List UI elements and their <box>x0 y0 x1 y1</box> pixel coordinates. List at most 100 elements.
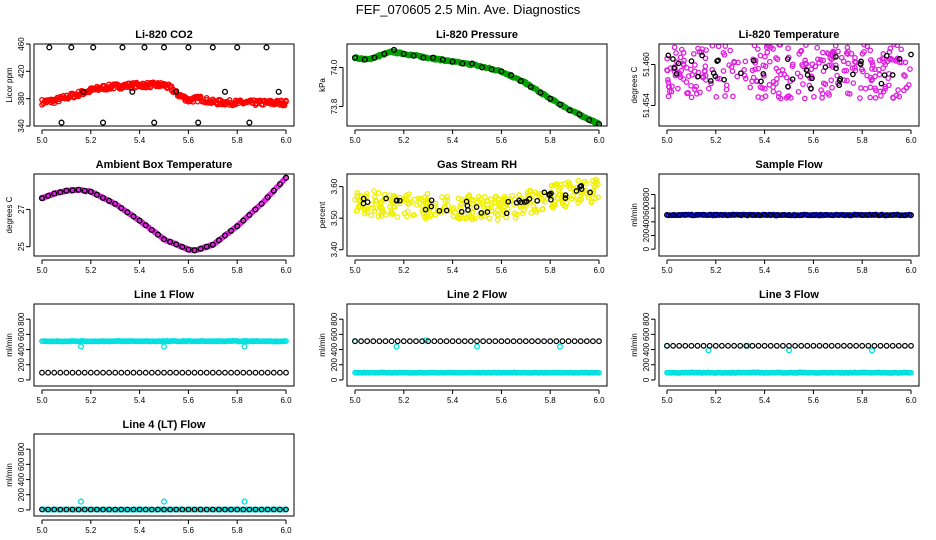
data-point <box>775 90 782 97</box>
data-point <box>595 120 603 126</box>
data-point <box>209 369 216 376</box>
data-point <box>719 212 725 218</box>
data-point <box>69 369 76 376</box>
series-2-5-min-ave <box>360 183 593 217</box>
data-point <box>473 204 480 210</box>
data-point <box>573 184 580 191</box>
data-point <box>810 342 817 349</box>
y-tick-label: 800 <box>17 442 26 456</box>
data-point <box>676 342 683 349</box>
x-axis: 5.0 5.2 5.4 5.6 5.8 6.0 <box>349 389 605 405</box>
data-point <box>665 93 672 100</box>
data-point <box>160 44 168 51</box>
y-tick-label: 73.8 <box>330 98 339 114</box>
data-point <box>749 342 756 349</box>
data-point <box>688 82 694 89</box>
data-point <box>698 49 705 55</box>
y-tick-label: 25 <box>17 242 26 251</box>
data-point <box>820 57 827 64</box>
data-point <box>167 506 174 513</box>
x-tick-label: 6.0 <box>905 136 917 145</box>
x-tick-label: 5.8 <box>545 136 557 145</box>
data-point <box>480 338 487 345</box>
data-point <box>811 93 817 100</box>
data-point <box>222 506 228 513</box>
data-point <box>671 44 678 51</box>
data-point <box>148 226 155 233</box>
data-point <box>160 343 168 350</box>
data-point <box>75 186 82 193</box>
data-point <box>857 95 863 101</box>
data-point <box>142 506 149 513</box>
x-tick-label: 5.8 <box>232 396 244 405</box>
data-point <box>58 119 65 126</box>
data-point <box>486 215 493 222</box>
data-point <box>130 369 137 376</box>
data-point <box>501 203 508 210</box>
data-point <box>761 212 768 218</box>
y-tick-label: 74.0 <box>330 59 339 75</box>
x-tick-label: 5.6 <box>183 136 195 145</box>
plot-frame <box>658 173 920 257</box>
data-point <box>130 213 137 220</box>
data-point <box>264 194 271 201</box>
data-point <box>173 369 180 376</box>
data-point <box>360 195 367 202</box>
x-tick-label: 5.6 <box>808 396 820 405</box>
x-tick-label: 5.0 <box>661 136 673 145</box>
data-point <box>670 212 676 218</box>
x-tick-label: 5.4 <box>447 266 459 275</box>
data-point <box>449 58 456 65</box>
y-tick-label: 400 <box>330 342 339 356</box>
data-point <box>537 89 544 96</box>
x-tick-label: 5.8 <box>545 266 557 275</box>
data-point <box>700 73 707 80</box>
data-point <box>203 243 210 250</box>
data-point <box>524 189 531 196</box>
data-point <box>557 185 563 191</box>
data-point <box>664 77 671 83</box>
data-point <box>530 203 537 209</box>
data-point <box>773 212 780 218</box>
data-point <box>833 53 839 60</box>
data-point <box>590 338 596 345</box>
data-point <box>459 60 466 67</box>
data-point <box>719 342 725 349</box>
x-tick-label: 6.0 <box>593 396 605 405</box>
data-point <box>222 369 228 376</box>
data-point <box>743 342 750 349</box>
data-point <box>437 338 444 345</box>
plot-area <box>38 174 290 254</box>
data-point <box>252 206 259 213</box>
data-point <box>688 94 695 101</box>
data-point <box>361 56 368 63</box>
y-tick-label: 27 <box>17 204 26 213</box>
data-point <box>228 369 235 376</box>
figure-title: FEF_070605 2.5 Min. Ave. Diagnostics <box>355 2 581 17</box>
x-tick-label: 6.0 <box>905 396 917 405</box>
data-point <box>723 86 730 93</box>
data-point <box>410 52 417 59</box>
data-point <box>264 506 271 513</box>
data-point <box>484 197 491 204</box>
data-point <box>136 369 143 376</box>
plot-frame <box>658 43 920 127</box>
series-1-sec <box>663 342 914 376</box>
data-point <box>727 47 734 54</box>
data-point <box>852 65 858 71</box>
data-point <box>39 369 45 376</box>
data-point <box>377 201 384 207</box>
data-point <box>469 209 476 216</box>
data-point <box>492 210 499 217</box>
y-tick-label: 800 <box>330 312 339 326</box>
data-point <box>474 198 480 205</box>
data-point <box>742 75 749 82</box>
data-point <box>534 197 541 204</box>
data-point <box>444 193 451 200</box>
data-point <box>516 197 523 204</box>
data-point <box>106 369 112 376</box>
data-point <box>420 203 426 209</box>
chart-panel: Sample Flow ml/min 5.0 5.2 5.4 5.6 5.8 6.0 0 2004… <box>630 159 920 275</box>
x-tick-label: 5.8 <box>857 266 869 275</box>
data-point <box>536 193 543 200</box>
